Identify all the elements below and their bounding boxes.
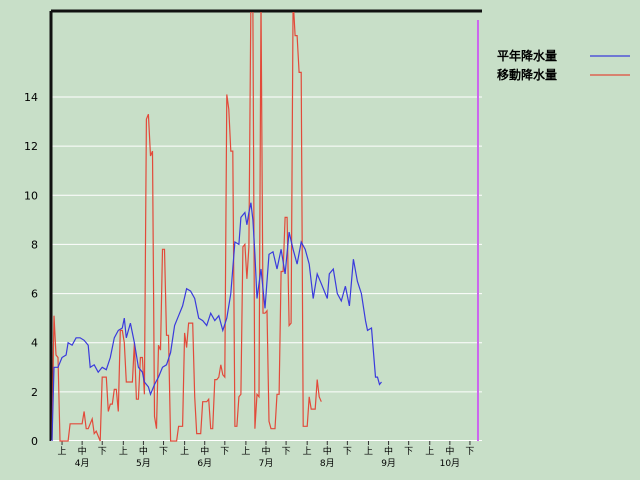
x-dekad-label: 上 xyxy=(425,446,434,457)
x-axis-ticks: 上中下4月上中下5月上中下6月上中下7月上中下8月上中下9月上中下10月 xyxy=(58,441,474,469)
y-tick-label: 14 xyxy=(24,91,38,104)
x-month-label: 9月 xyxy=(381,458,396,469)
x-dekad-label: 上 xyxy=(58,446,67,457)
x-dekad-label: 下 xyxy=(220,447,229,457)
x-dekad-label: 中 xyxy=(200,445,209,457)
x-dekad-label: 下 xyxy=(159,447,168,457)
y-tick-label: 0 xyxy=(31,435,38,448)
x-month-label: 8月 xyxy=(320,458,335,469)
x-dekad-label: 中 xyxy=(445,445,454,457)
x-dekad-label: 中 xyxy=(384,445,393,457)
series-line-0 xyxy=(51,202,382,442)
legend-label-1: 移動降水量 xyxy=(497,67,557,82)
x-month-label: 5月 xyxy=(136,458,151,469)
x-month-label: 7月 xyxy=(259,458,274,469)
y-tick-label: 8 xyxy=(31,238,38,251)
legend: 平年降水量 移動降水量 xyxy=(497,48,630,82)
x-dekad-label: 中 xyxy=(323,445,332,457)
x-dekad-label: 上 xyxy=(241,446,250,457)
series-layer xyxy=(51,12,382,442)
x-dekad-label: 下 xyxy=(282,447,291,457)
x-dekad-label: 下 xyxy=(404,447,413,457)
y-tick-label: 4 xyxy=(31,337,38,350)
x-dekad-label: 上 xyxy=(180,446,189,457)
x-month-label: 4月 xyxy=(75,458,90,469)
y-tick-label: 12 xyxy=(24,140,38,153)
y-tick-label: 2 xyxy=(31,386,38,399)
x-dekad-label: 下 xyxy=(465,447,474,457)
x-dekad-label: 上 xyxy=(364,446,373,457)
y-tick-label: 6 xyxy=(31,288,38,301)
x-dekad-label: 中 xyxy=(261,445,270,457)
legend-label-0: 平年降水量 xyxy=(497,48,557,63)
x-dekad-label: 下 xyxy=(343,447,352,457)
x-month-label: 6月 xyxy=(197,458,212,469)
x-month-label: 10月 xyxy=(440,458,460,469)
x-dekad-label: 中 xyxy=(78,445,87,457)
series-line-1 xyxy=(51,12,322,442)
x-dekad-label: 上 xyxy=(303,446,312,457)
y-axis-ticks: 0 2 4 6 8 10 12 14 xyxy=(24,91,38,448)
x-dekad-label: 上 xyxy=(119,446,128,457)
y-tick-label: 10 xyxy=(24,189,38,202)
x-dekad-label: 下 xyxy=(98,447,107,457)
x-dekad-label: 中 xyxy=(139,445,148,457)
